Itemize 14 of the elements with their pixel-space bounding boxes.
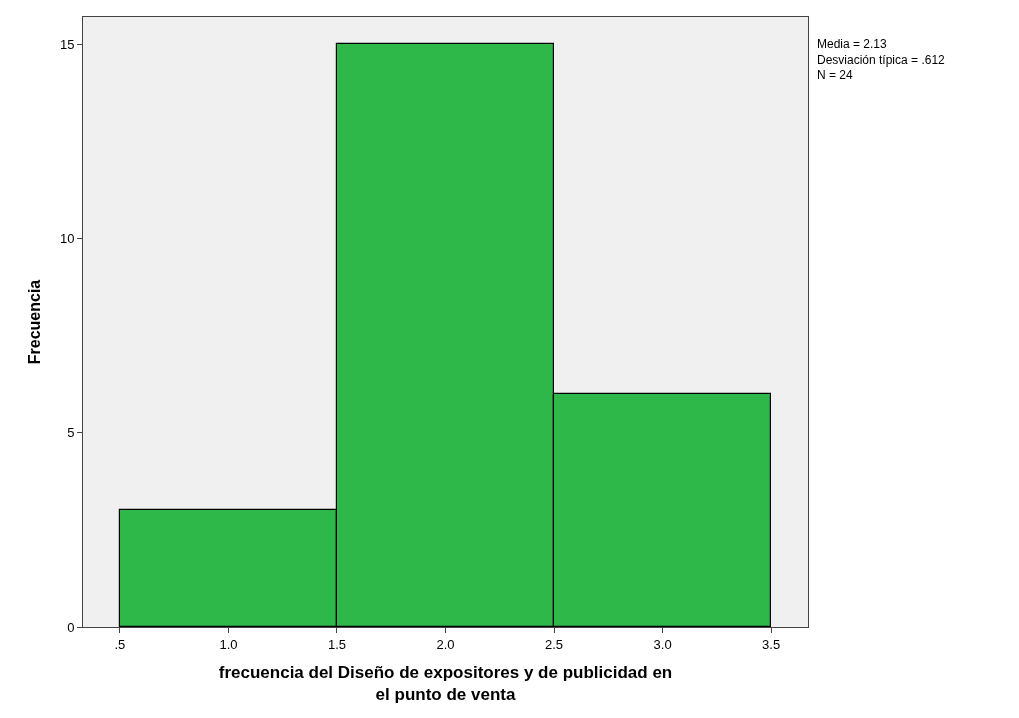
x-axis-title: frecuencia del Diseño de expositores y de publicidad en el punto de venta (218, 663, 673, 705)
y-tick-label: 15 (59, 36, 75, 52)
x-tick-label: 2.0 (436, 636, 455, 652)
x-tick-label: 2.5 (544, 636, 564, 652)
y-tick-label: 5 (67, 425, 75, 441)
text: Media = 2.13 Desviación típica = .612 N = 24 (817, 37, 946, 83)
y-tick-label: 10 (59, 231, 75, 247)
x-tick-label: 3.5 (762, 636, 781, 652)
x-tick-label: .5 (114, 636, 126, 652)
x-tick-label: 1.5 (327, 636, 347, 652)
y-axis-title: Frecuencia (25, 279, 43, 365)
y-tick-label: 0 (67, 619, 75, 635)
x-tick-label: 1.0 (219, 636, 238, 652)
x-tick-label: 3.0 (653, 636, 672, 652)
